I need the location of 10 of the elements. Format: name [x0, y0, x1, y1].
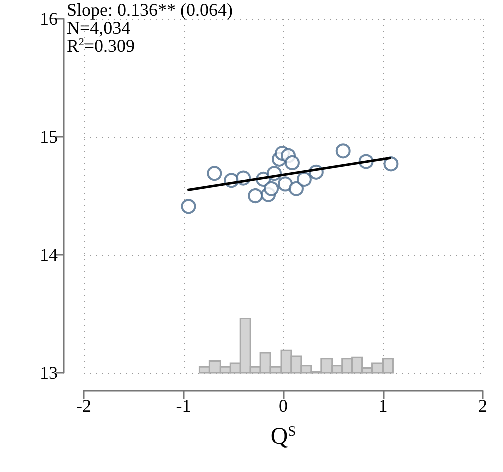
x-tick-label: 2	[478, 396, 488, 416]
y-tick-label: 15	[40, 127, 58, 147]
x-tick-label: -1	[176, 396, 192, 416]
x-tick-label: 1	[378, 396, 388, 416]
y-tick-label: 16	[40, 9, 58, 29]
x-tick-label: 0	[279, 396, 288, 416]
annotation: Slope: 0.136** (0.064)	[67, 0, 233, 20]
y-tick-label: 14	[40, 245, 58, 265]
y-tick-label: 13	[40, 363, 58, 383]
x-tick-label: -2	[76, 396, 92, 416]
